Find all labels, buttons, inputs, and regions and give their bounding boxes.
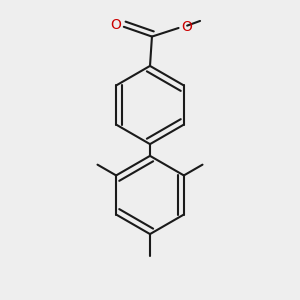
Text: O: O — [181, 20, 192, 34]
Text: O: O — [110, 18, 121, 32]
